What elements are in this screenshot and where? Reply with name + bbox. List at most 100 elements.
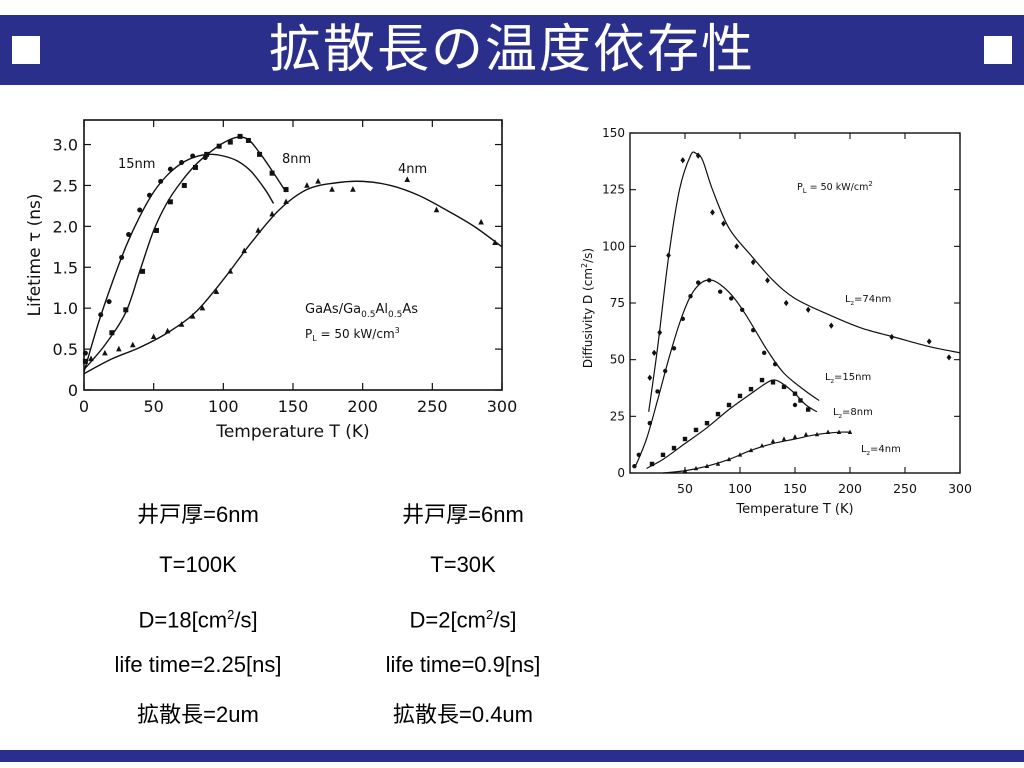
caption-right-well: 井戸厚=6nm <box>402 502 524 527</box>
diffusivity-x-tick-label: 100 <box>728 481 752 496</box>
lifetime-point-4nm <box>189 313 196 319</box>
lifetime-y-tick-label: 1.0 <box>53 299 78 318</box>
caption-right-temp: T=30K <box>430 552 496 577</box>
lifetime-point-4nm <box>492 239 498 245</box>
diffusivity-point-Lz4nm <box>737 452 743 457</box>
diffusivity-point-Lz74nm <box>651 349 657 356</box>
diffusivity-point-Lz4nm <box>792 434 798 439</box>
lifetime-point-4nm <box>283 198 289 205</box>
title-bullet-right <box>984 36 1012 64</box>
lifetime-chart: 0 50 100 150 200 250 300 0 0.5 1.0 1.5 2.0 2.5 3.0 15… <box>25 119 517 442</box>
lifetime-x-tick-label: 0 <box>79 397 89 416</box>
diffusivity-annotation-power: PL = 50 kW/cm2 <box>797 180 873 195</box>
lifetime-y-tick-label: 3.0 <box>53 136 78 155</box>
diffusivity-chart: 50 100 150 200 250 300 0 25 50 75 100 125 150 Lz=74n… <box>580 126 972 517</box>
lifetime-point-8nm <box>153 227 159 233</box>
lifetime-point-8nm <box>237 133 243 139</box>
diffusivity-point-Lz4nm <box>781 436 787 441</box>
lifetime-point-8nm <box>269 170 275 176</box>
diffusivity-point-Lz74nm <box>805 306 811 313</box>
lifetime-point-4nm <box>269 210 275 217</box>
lifetime-point-8nm <box>167 199 173 205</box>
diffusivity-point-Lz8nm <box>806 407 811 412</box>
lifetime-point-4nm <box>227 268 234 274</box>
caption-left: 井戸厚=6nm T=100K D=18[cm2/s] life time=2.2… <box>83 503 313 753</box>
lifetime-series-label: 8nm <box>282 152 311 167</box>
lifetime-point-4nm <box>255 227 261 233</box>
diffusivity-x-axis-label: Temperature T (K) <box>735 502 853 517</box>
diffusivity-point-Lz4nm <box>825 429 831 434</box>
title-bar: 拡散長の温度依存性 <box>0 15 1024 85</box>
diffusivity-point-Lz15nm <box>740 307 745 312</box>
caption-left-lifetime: life time=2.25[ns] <box>114 652 282 677</box>
lifetime-point-8nm <box>109 330 115 336</box>
diffusivity-point-Lz15nm <box>647 420 652 426</box>
diffusivity-point-Lz15nm <box>688 294 693 299</box>
lifetime-point-8nm <box>192 164 198 170</box>
diffusivity-point-Lz8nm <box>660 452 666 458</box>
diffusivity-point-Lz74nm <box>657 329 663 336</box>
diffusivity-point-Lz15nm <box>632 464 637 469</box>
lifetime-point-4nm <box>164 327 171 334</box>
diffusivity-plot-frame <box>629 132 961 474</box>
diffusivity-y-tick-label: 75 <box>610 296 625 310</box>
lifetime-y-tick-label: 0.5 <box>53 340 78 359</box>
lifetime-point-15nm <box>119 254 125 260</box>
lifetime-point-15nm <box>82 350 88 356</box>
diffusivity-point-Lz74nm <box>695 152 701 159</box>
diffusivity-point-Lz8nm <box>798 398 803 403</box>
lifetime-y-tick-label: 0 <box>68 381 78 400</box>
diffusivity-curve-Lz74nm <box>648 151 961 412</box>
lifetime-y-tick-label: 2.0 <box>53 217 78 236</box>
diffusivity-point-Lz8nm <box>770 380 776 385</box>
lifetime-point-15nm <box>146 192 152 198</box>
diffusivity-y-tick-label: 25 <box>610 409 625 423</box>
lifetime-point-4nm <box>315 178 321 184</box>
diffusivity-point-Lz15nm <box>663 368 668 374</box>
diffusivity-y-axis-label: Diffusivity D (cm2/s) <box>580 248 595 368</box>
diffusivity-point-Lz15nm <box>671 346 677 351</box>
diffusivity-point-Lz8nm <box>693 427 699 433</box>
diffusivity-point-Lz4nm <box>748 447 754 453</box>
diffusivity-point-Lz4nm <box>814 431 820 437</box>
diffusivity-point-Lz8nm <box>682 436 688 442</box>
diffusivity-point-Lz15nm <box>792 402 798 408</box>
diffusivity-point-Lz8nm <box>704 420 710 426</box>
diffusivity-point-Lz4nm <box>770 438 776 444</box>
caption-left-length: 拡散長=2um <box>137 702 259 727</box>
diffusivity-point-Lz15nm <box>751 328 756 333</box>
diffusivity-point-Lz15nm <box>696 280 701 285</box>
diffusivity-point-Lz15nm <box>636 452 641 458</box>
diffusivity-point-Lz8nm <box>781 384 787 390</box>
diffusivity-series-label: Lz=74nm <box>845 294 891 307</box>
diffusivity-curve-Lz15nm <box>634 279 820 467</box>
diffusivity-series-label: Lz=4nm <box>861 444 901 457</box>
diffusivity-point-Lz74nm <box>750 259 756 266</box>
diffusivity-point-Lz15nm <box>718 289 723 294</box>
caption-left-temp: T=100K <box>159 552 237 577</box>
diffusivity-series-label: Lz=15nm <box>825 372 871 385</box>
diffusivity-point-Lz74nm <box>783 299 789 307</box>
lifetime-point-8nm <box>216 143 222 149</box>
lifetime-point-8nm <box>82 358 88 364</box>
diffusivity-point-Lz74nm <box>680 157 686 164</box>
diffusivity-x-tick-label: 150 <box>783 481 807 496</box>
lifetime-point-4nm <box>478 218 484 225</box>
lifetime-point-8nm <box>245 137 251 143</box>
lifetime-point-8nm <box>123 307 129 313</box>
diffusivity-point-Lz4nm <box>693 465 699 471</box>
lifetime-x-tick-label: 150 <box>278 397 309 416</box>
lifetime-annotation-power: PL = 50 kW/cm3 <box>305 326 400 343</box>
diffusivity-point-Lz8nm <box>671 445 677 451</box>
diffusivity-point-Lz74nm <box>828 322 834 329</box>
diffusivity-point-Lz15nm <box>762 350 767 356</box>
diffusivity-point-Lz74nm <box>946 354 952 361</box>
diffusivity-point-Lz15nm <box>773 362 778 367</box>
diffusivity-y-tick-label: 50 <box>610 353 625 367</box>
diffusivity-point-Lz74nm <box>721 220 726 227</box>
diffusivity-point-Lz74nm <box>889 333 895 341</box>
diffusivity-point-Lz8nm <box>715 411 721 417</box>
caption-right-length: 拡散長=0.4um <box>393 702 533 727</box>
lifetime-curve-15nm <box>83 153 275 373</box>
diffusivity-point-Lz15nm <box>655 389 660 394</box>
